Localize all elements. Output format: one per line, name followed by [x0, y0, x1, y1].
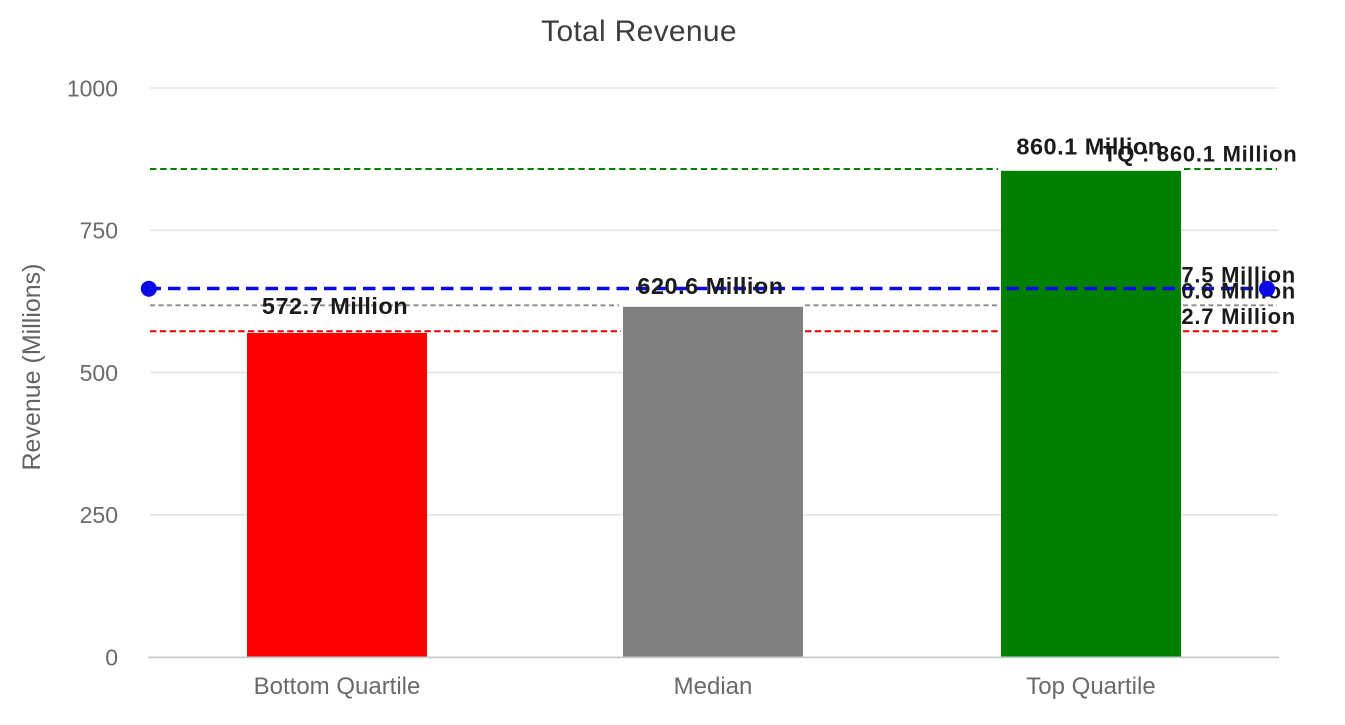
svg-text:Revenue (Millions): Revenue (Millions) [18, 263, 46, 470]
svg-text:860.1 Million: 860.1 Million [1016, 133, 1162, 159]
svg-text:Total Revenue: Total Revenue [541, 15, 737, 48]
svg-text:Top Quartile: Top Quartile [1026, 673, 1155, 700]
svg-text:Med : 620.6 Million: Med : 620.6 Million [1087, 278, 1296, 303]
svg-text:TQ : 860.1 Million: TQ : 860.1 Million [1103, 142, 1297, 167]
svg-text:Median: Median [674, 673, 753, 700]
svg-text:Rev : 647.5 Million: Rev : 647.5 Million [1091, 262, 1296, 287]
svg-text:620.6 Million: 620.6 Million [637, 273, 783, 299]
svg-text:Bottom Quartile: Bottom Quartile [254, 673, 421, 700]
svg-text:750: 750 [80, 218, 118, 244]
svg-text:250: 250 [80, 502, 118, 528]
svg-text:572.7 Million: 572.7 Million [262, 293, 408, 319]
svg-text:0: 0 [105, 644, 118, 670]
svg-text:500: 500 [80, 360, 118, 386]
svg-text:1000: 1000 [67, 75, 118, 101]
svg-text:BQ : 572.7 Million: BQ : 572.7 Million [1099, 304, 1296, 329]
